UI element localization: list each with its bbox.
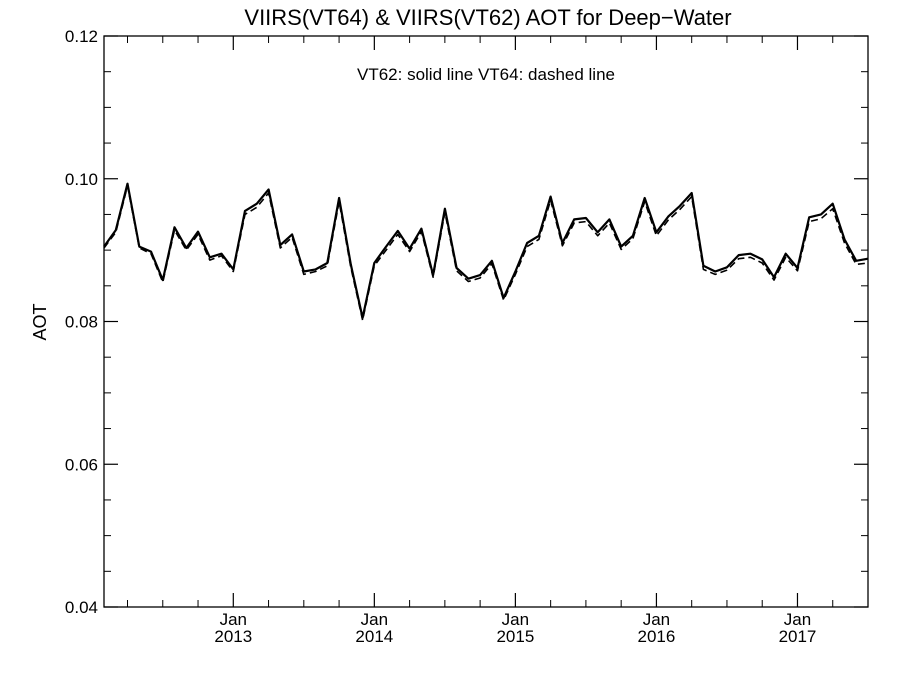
series-line-vt62 bbox=[103, 182, 869, 319]
x-tick-year-label: 2015 bbox=[496, 627, 534, 646]
x-tick-year-label: 2014 bbox=[355, 627, 393, 646]
chart-title: VIIRS(VT64) & VIIRS(VT62) AOT for Deep−W… bbox=[244, 5, 731, 30]
y-tick-label: 0.10 bbox=[65, 170, 98, 189]
y-tick-label: 0.06 bbox=[65, 455, 98, 474]
x-tick-month-label: Jan bbox=[643, 610, 670, 629]
y-tick-label: 0.12 bbox=[65, 27, 98, 46]
x-tick-month-label: Jan bbox=[361, 610, 388, 629]
series-layer bbox=[103, 182, 869, 321]
x-tick-year-label: 2016 bbox=[638, 627, 676, 646]
y-axis-label: AOT bbox=[30, 303, 50, 340]
x-tick-year-label: 2017 bbox=[779, 627, 817, 646]
x-tick-month-label: Jan bbox=[784, 610, 811, 629]
y-tick-label: 0.04 bbox=[65, 598, 98, 617]
x-tick-year-label: 2013 bbox=[214, 627, 252, 646]
x-tick-month-label: Jan bbox=[502, 610, 529, 629]
y-tick-label: 0.08 bbox=[65, 313, 98, 332]
series-line-vt64 bbox=[103, 185, 869, 321]
y-axis: 0.04 0.06 0.08 0.10 0.12 bbox=[65, 27, 868, 617]
x-tick-month-label: Jan bbox=[220, 610, 247, 629]
line-style-annotation: VT62: solid line VT64: dashed line bbox=[357, 65, 615, 84]
plot-frame bbox=[103, 35, 869, 608]
